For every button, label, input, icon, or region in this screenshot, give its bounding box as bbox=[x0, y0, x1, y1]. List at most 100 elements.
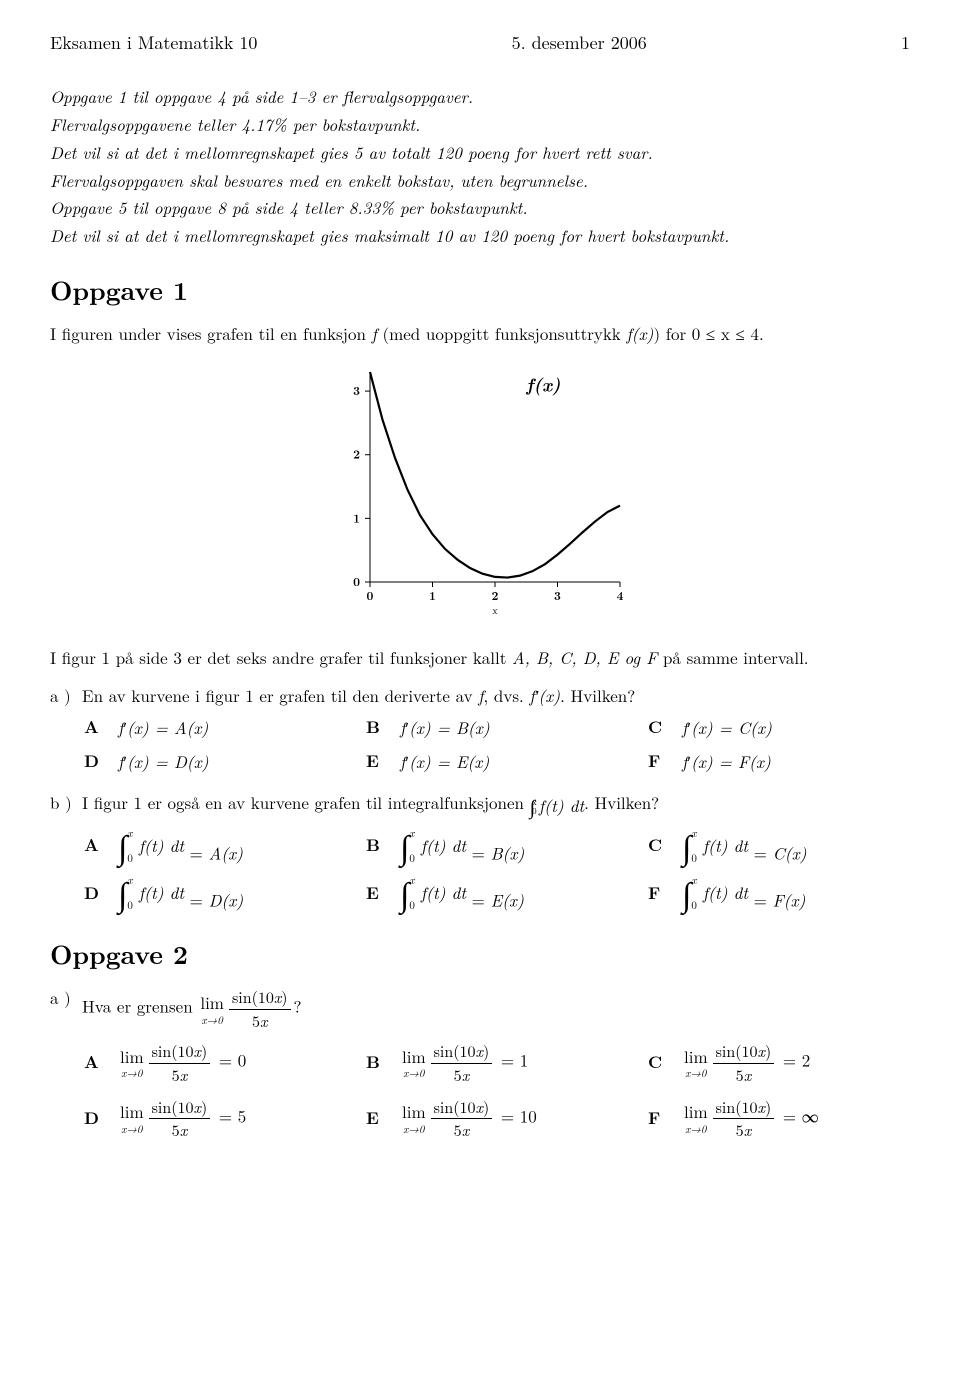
intro-block: Oppgave 1 til oppgave 4 på side 1–3 er f… bbox=[50, 85, 910, 248]
q1b-row: b ) I figur 1 er også en av kurvene graf… bbox=[50, 791, 910, 819]
choice-letter: A bbox=[84, 1051, 104, 1075]
choice-letter: D bbox=[84, 1107, 104, 1131]
inline-integral: ∫x0f(t) dt bbox=[530, 792, 584, 820]
text: I figuren under vises grafen til en funk… bbox=[50, 321, 372, 345]
q1a-choices: Af′(x) = A(x) Bf′(x) = B(x) Cf′(x) = C(x) D… bbox=[84, 716, 910, 774]
fraction: sin(10x)5x bbox=[229, 986, 291, 1032]
choice-math: limx→0sin(10x)5x = 0 bbox=[118, 1040, 246, 1086]
choice-letter: E bbox=[366, 882, 386, 906]
choice-B: Blimx→0sin(10x)5x = 1 bbox=[366, 1040, 628, 1086]
choice-math: limx→0sin(10x)5x = ∞ bbox=[682, 1096, 819, 1142]
choice-D: Df′(x) = D(x) bbox=[84, 750, 346, 774]
svg-text:0: 0 bbox=[353, 572, 360, 590]
text: . Hvilken? bbox=[560, 683, 635, 707]
choice-E: Ef′(x) = E(x) bbox=[366, 750, 628, 774]
choice-math: f′(x) = D(x) bbox=[118, 750, 209, 774]
choice-E: Elimx→0sin(10x)5x = 10 bbox=[366, 1096, 628, 1142]
choice-math: f′(x) = A(x) bbox=[118, 716, 208, 740]
intro-line: Flervalgsoppgaven skal besvares med en e… bbox=[50, 169, 910, 193]
q2a-choices: Alimx→0sin(10x)5x = 0 Blimx→0sin(10x)5x =… bbox=[84, 1040, 910, 1142]
header-center: 5. desember 2006 bbox=[512, 30, 647, 55]
choice-math: limx→0sin(10x)5x = 2 bbox=[682, 1040, 810, 1086]
choice-letter: C bbox=[648, 1051, 668, 1075]
svg-text:1: 1 bbox=[429, 586, 436, 604]
q2a-row: a ) Hva er grensen limx→0sin(10x)5x? bbox=[50, 986, 910, 1032]
choice-math: limx→0sin(10x)5x = 5 bbox=[118, 1096, 246, 1142]
choice-D: Dlimx→0sin(10x)5x = 5 bbox=[84, 1096, 346, 1142]
svg-text:2: 2 bbox=[353, 445, 360, 463]
choice-B: B ∫x0f(t) dt = B(x) bbox=[366, 828, 628, 865]
choice-A: A ∫x0f(t) dt = A(x) bbox=[84, 828, 346, 865]
choice-E: E ∫x0f(t) dt = E(x) bbox=[366, 875, 628, 912]
svg-text:3: 3 bbox=[554, 586, 561, 604]
choice-letter: E bbox=[366, 1107, 386, 1131]
choice-D: D ∫x0f(t) dt = D(x) bbox=[84, 875, 346, 912]
oppgave2-title: Oppgave 2 bbox=[50, 936, 910, 972]
svg-text:2: 2 bbox=[492, 586, 499, 604]
choice-letter: E bbox=[366, 750, 386, 774]
q2a-label: a ) bbox=[50, 986, 82, 1032]
text: A, B, C, D, E og F bbox=[512, 645, 657, 669]
choice-math: ∫x0f(t) dt = E(x) bbox=[400, 875, 524, 912]
choice-C: C ∫x0f(t) dt = C(x) bbox=[648, 828, 910, 865]
choice-F: Ff′(x) = F(x) bbox=[648, 750, 910, 774]
oppgave1-body1: I figuren under vises grafen til en funk… bbox=[50, 322, 910, 346]
choice-math: ∫x0f(t) dt = B(x) bbox=[400, 828, 524, 865]
fx-chart: 0 1 2 3 4 0 1 2 3 x f(x) bbox=[330, 362, 630, 622]
oppgave1-title: Oppgave 1 bbox=[50, 272, 910, 308]
intro-line: Det vil si at det i mellomregnskapet gie… bbox=[50, 224, 910, 248]
choice-math: limx→0sin(10x)5x = 10 bbox=[400, 1096, 537, 1142]
choice-letter: B bbox=[366, 1051, 386, 1075]
chart-container: 0 1 2 3 4 0 1 2 3 x f(x) bbox=[50, 362, 910, 622]
text: I figur 1 på side 3 er det seks andre gr… bbox=[50, 645, 512, 669]
svg-text:3: 3 bbox=[353, 381, 360, 399]
svg-text:x: x bbox=[492, 603, 498, 617]
svg-text:4: 4 bbox=[617, 586, 624, 604]
choice-math: f′(x) = F(x) bbox=[682, 750, 771, 774]
choice-letter: A bbox=[84, 716, 104, 740]
text: . Hvilken? bbox=[584, 790, 659, 814]
header-right: 1 bbox=[901, 30, 910, 55]
q2a-text: Hva er grensen limx→0sin(10x)5x? bbox=[82, 986, 910, 1032]
choice-letter: F bbox=[648, 882, 668, 906]
choice-A: Af′(x) = A(x) bbox=[84, 716, 346, 740]
choice-math: ∫x0f(t) dt = F(x) bbox=[682, 875, 805, 912]
svg-text:0: 0 bbox=[367, 586, 374, 604]
q1a-text: En av kurvene i figur 1 er grafen til de… bbox=[82, 684, 910, 708]
choice-A: Alimx→0sin(10x)5x = 0 bbox=[84, 1040, 346, 1086]
header-left: Eksamen i Matematikk 10 bbox=[50, 30, 257, 55]
text: , dvs. bbox=[484, 683, 530, 707]
choice-math: ∫x0f(t) dt = D(x) bbox=[118, 875, 243, 912]
text: ? bbox=[294, 994, 302, 1018]
q1b-label: b ) bbox=[50, 791, 82, 819]
math-fx: f(x) bbox=[626, 321, 653, 345]
choice-C: Cf′(x) = C(x) bbox=[648, 716, 910, 740]
q1a-row: a ) En av kurvene i figur 1 er grafen ti… bbox=[50, 684, 910, 708]
text: En av kurvene i figur 1 er grafen til de… bbox=[82, 683, 478, 707]
choice-letter: B bbox=[366, 834, 386, 858]
choice-letter: D bbox=[84, 750, 104, 774]
intro-line: Oppgave 1 til oppgave 4 på side 1–3 er f… bbox=[50, 85, 910, 109]
choice-C: Climx→0sin(10x)5x = 2 bbox=[648, 1040, 910, 1086]
svg-text:f(x): f(x) bbox=[525, 370, 560, 397]
choice-letter: B bbox=[366, 716, 386, 740]
text: på samme intervall. bbox=[657, 645, 808, 669]
choice-math: f′(x) = E(x) bbox=[400, 750, 489, 774]
choice-math: ∫x0f(t) dt = A(x) bbox=[118, 828, 243, 865]
choice-letter: D bbox=[84, 882, 104, 906]
choice-math: ∫x0f(t) dt = C(x) bbox=[682, 828, 807, 865]
text: ) for 0 ≤ x ≤ 4. bbox=[653, 321, 763, 345]
math: f′(x) bbox=[529, 683, 560, 707]
choice-letter: A bbox=[84, 834, 104, 858]
choice-letter: F bbox=[648, 750, 668, 774]
limit: limx→0 bbox=[200, 991, 224, 1028]
choice-F: Flimx→0sin(10x)5x = ∞ bbox=[648, 1096, 910, 1142]
q1b-choices: A ∫x0f(t) dt = A(x) B ∫x0f(t) dt = B(x) C ∫x0… bbox=[84, 828, 910, 912]
choice-math: limx→0sin(10x)5x = 1 bbox=[400, 1040, 528, 1086]
choice-math: f′(x) = C(x) bbox=[682, 716, 772, 740]
choice-B: Bf′(x) = B(x) bbox=[366, 716, 628, 740]
choice-letter: C bbox=[648, 834, 668, 858]
oppgave1-body2: I figur 1 på side 3 er det seks andre gr… bbox=[50, 646, 910, 670]
svg-text:1: 1 bbox=[353, 509, 360, 527]
intro-line: Flervalgsoppgavene teller 4.17% per boks… bbox=[50, 113, 910, 137]
